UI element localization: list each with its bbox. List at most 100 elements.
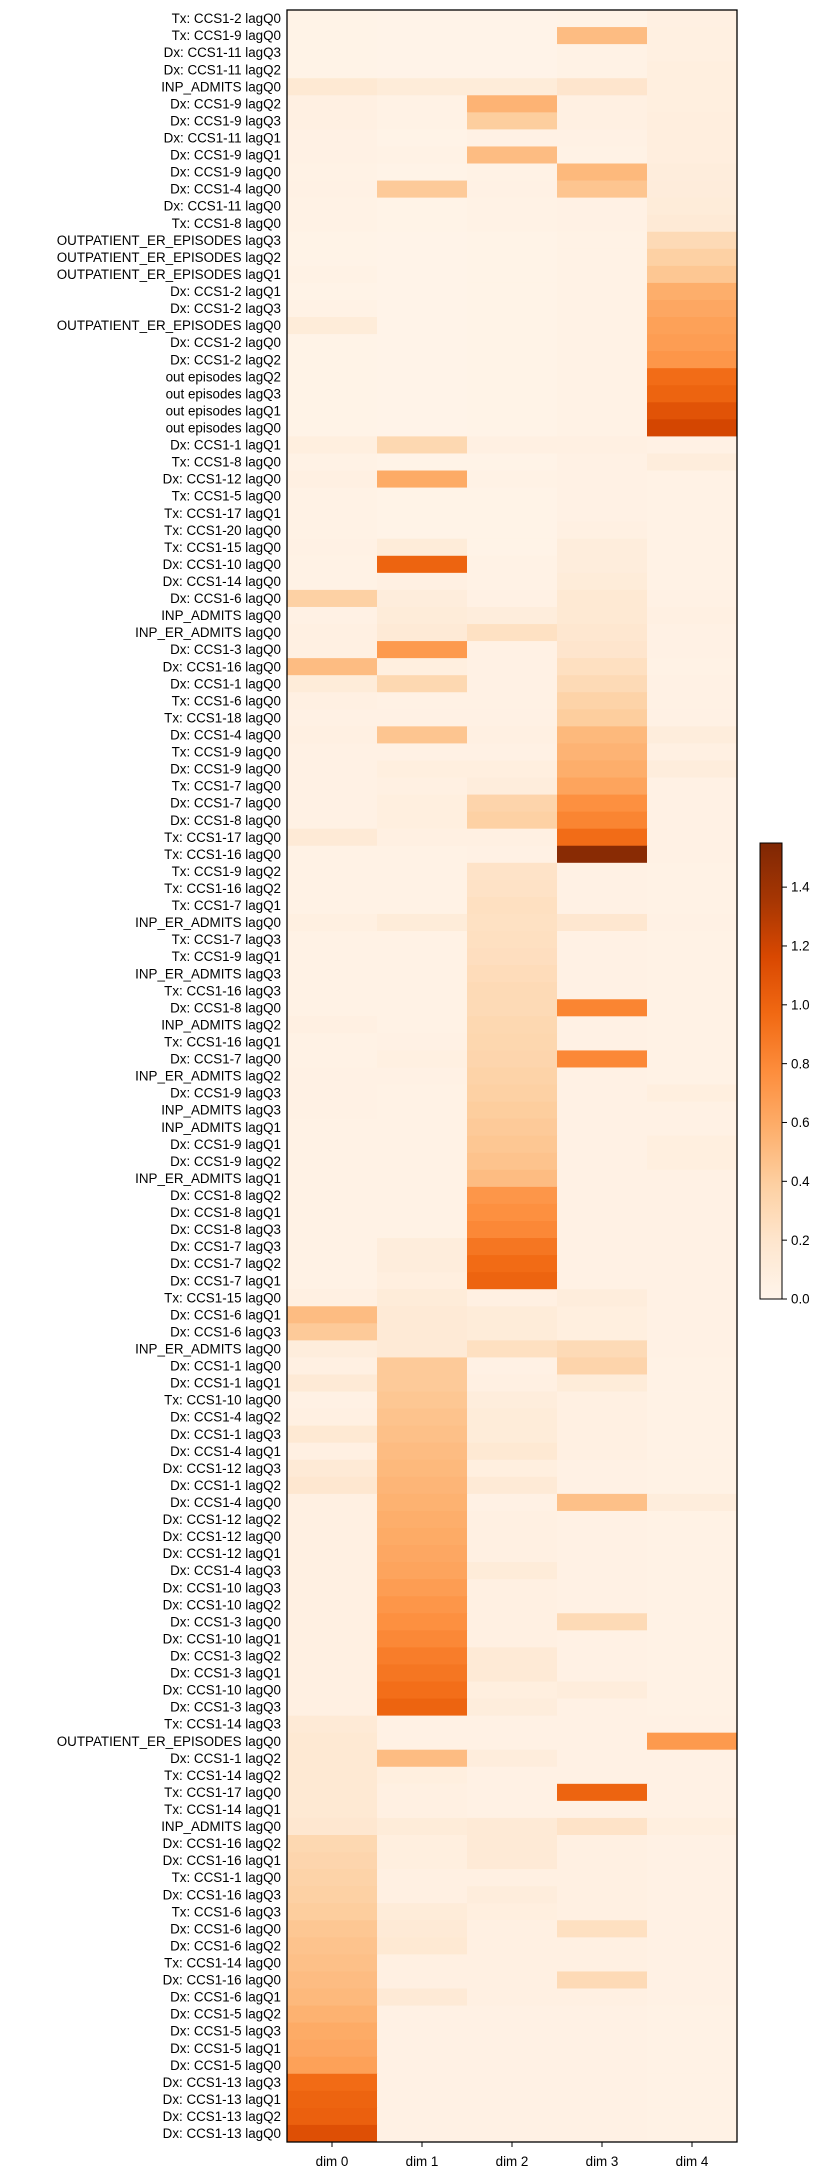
heatmap-cell xyxy=(647,146,738,164)
row-label: Dx: CCS1-16 lagQ3 xyxy=(163,1887,281,1902)
heatmap-cell xyxy=(467,1766,558,1785)
heatmap-cell xyxy=(377,1527,468,1546)
row-label: Dx: CCS1-3 lagQ0 xyxy=(170,1614,281,1629)
heatmap-cell xyxy=(647,538,738,557)
row-label: Dx: CCS1-9 lagQ3 xyxy=(170,113,281,128)
row-label: Dx: CCS1-2 lagQ3 xyxy=(170,301,281,316)
heatmap-cell xyxy=(287,368,378,386)
heatmap-cell xyxy=(287,1306,378,1324)
heatmap-cell xyxy=(557,624,648,642)
heatmap-cell xyxy=(377,1545,468,1563)
heatmap-cell xyxy=(467,879,558,898)
heatmap-cell xyxy=(557,760,648,778)
heatmap-cell xyxy=(467,180,558,199)
heatmap-cell xyxy=(557,1050,648,1068)
row-label: Tx: CCS1-10 lagQ0 xyxy=(164,1393,281,1408)
heatmap-cell xyxy=(287,317,378,335)
row-label: Dx: CCS1-9 lagQ2 xyxy=(170,1154,281,1169)
heatmap-cell xyxy=(647,368,738,386)
row-label: Dx: CCS1-1 lagQ1 xyxy=(170,1376,281,1391)
heatmap-cell xyxy=(467,743,558,761)
row-label: Dx: CCS1-7 lagQ1 xyxy=(170,1273,281,1288)
heatmap-cell xyxy=(377,2090,468,2109)
colorbar-tick-label: 0.2 xyxy=(791,1233,810,1248)
heatmap-cell xyxy=(557,78,648,96)
heatmap-cell xyxy=(647,1220,738,1239)
heatmap-cell xyxy=(377,1800,468,1819)
heatmap-cell xyxy=(377,1715,468,1734)
heatmap-cell xyxy=(647,777,738,795)
heatmap-cell xyxy=(467,1306,558,1324)
heatmap-cell xyxy=(647,589,738,608)
heatmap-cell xyxy=(557,2005,648,2024)
row-label: Dx: CCS1-1 lagQ2 xyxy=(170,1478,281,1493)
heatmap-cell xyxy=(467,470,558,488)
heatmap-cell xyxy=(377,862,468,881)
heatmap-cell xyxy=(647,726,738,744)
heatmap-cell xyxy=(377,624,468,642)
heatmap-cell xyxy=(647,470,738,488)
heatmap-cell xyxy=(557,317,648,335)
heatmap-cell xyxy=(647,1033,738,1051)
heatmap-cell xyxy=(467,1084,558,1102)
heatmap-cell xyxy=(377,709,468,727)
heatmap-cell xyxy=(557,2073,648,2092)
heatmap-cell xyxy=(647,1800,738,1819)
heatmap-cell xyxy=(377,896,468,915)
heatmap-cell xyxy=(647,2039,738,2058)
heatmap-cell xyxy=(647,760,738,778)
heatmap-cell xyxy=(287,828,378,847)
heatmap-cell xyxy=(287,675,378,693)
heatmap-cell xyxy=(467,2124,558,2143)
heatmap-cell xyxy=(287,931,378,949)
row-label: Dx: CCS1-7 lagQ0 xyxy=(170,796,281,811)
heatmap-cell xyxy=(287,1664,378,1682)
heatmap-cell xyxy=(287,1101,378,1120)
heatmap-cell xyxy=(377,1817,468,1836)
heatmap-cell xyxy=(467,44,558,62)
heatmap-cell xyxy=(377,845,468,864)
heatmap-cell xyxy=(467,1101,558,1120)
row-label: INP_ER_ADMITS lagQ0 xyxy=(135,1342,281,1357)
heatmap-cell xyxy=(287,44,378,62)
heatmap-cell xyxy=(647,1135,738,1154)
heatmap-cell xyxy=(287,197,378,216)
heatmap-cell xyxy=(287,1869,378,1887)
heatmap-cell xyxy=(467,231,558,250)
heatmap-cell xyxy=(557,845,648,864)
heatmap-cell xyxy=(557,1493,648,1512)
heatmap-cell xyxy=(377,1698,468,1716)
heatmap-cell xyxy=(377,641,468,659)
heatmap-cell xyxy=(647,419,738,437)
row-label: Tx: CCS1-7 lagQ1 xyxy=(172,898,281,913)
heatmap-cell xyxy=(557,1903,648,1921)
row-label: Dx: CCS1-8 lagQ0 xyxy=(170,813,281,828)
heatmap-cell xyxy=(467,1374,558,1392)
heatmap-cell xyxy=(467,487,558,506)
heatmap-cell xyxy=(287,896,378,915)
heatmap-cell xyxy=(377,27,468,45)
heatmap-cell xyxy=(467,2090,558,2109)
heatmap-cell xyxy=(287,1459,378,1478)
heatmap-cell xyxy=(647,1903,738,1921)
heatmap-cell xyxy=(467,760,558,778)
heatmap-cell xyxy=(557,1954,648,1972)
heatmap-cell xyxy=(557,913,648,932)
heatmap-cell xyxy=(557,1800,648,1819)
row-label: Dx: CCS1-9 lagQ1 xyxy=(170,1137,281,1152)
heatmap-cell xyxy=(557,931,648,949)
heatmap-cell xyxy=(287,1852,378,1870)
heatmap-cell xyxy=(467,299,558,318)
heatmap-cell xyxy=(287,265,378,284)
heatmap-cell xyxy=(467,1903,558,1921)
heatmap-cell xyxy=(557,299,648,318)
heatmap-cell xyxy=(647,1647,738,1665)
heatmap-cell xyxy=(647,453,738,471)
heatmap-cell xyxy=(287,726,378,744)
row-label: Dx: CCS1-2 lagQ1 xyxy=(170,284,281,299)
heatmap-cell xyxy=(377,1186,468,1205)
heatmap-cell xyxy=(287,1527,378,1546)
heatmap-cell xyxy=(647,879,738,898)
heatmap-cell xyxy=(557,1238,648,1256)
